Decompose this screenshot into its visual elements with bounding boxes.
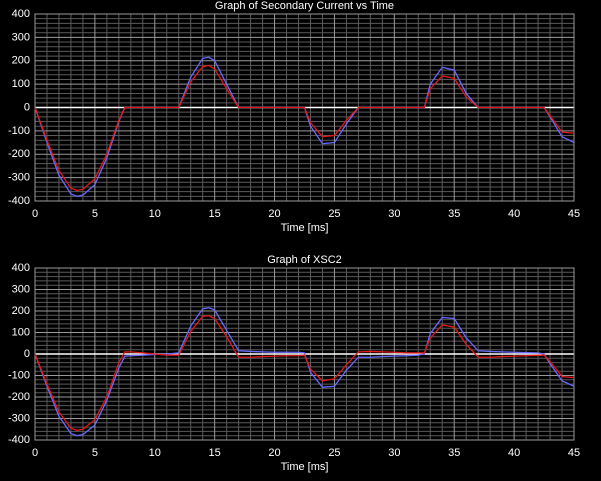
y-tick-label: -400: [8, 195, 30, 207]
x-tick-label: 5: [92, 208, 98, 220]
y-tick-label: 400: [12, 262, 30, 274]
x-tick-label: 15: [209, 208, 221, 220]
y-tick-label: -300: [8, 412, 30, 424]
x-tick-label: 10: [149, 208, 161, 220]
x-tick-label: 25: [328, 447, 340, 459]
x-tick-label: 5: [92, 447, 98, 459]
x-tick-label: 30: [388, 208, 400, 220]
y-tick-label: 200: [12, 305, 30, 317]
x-tick-label: 10: [149, 447, 161, 459]
x-tick-label: 15: [209, 447, 221, 459]
series-line: [34, 64, 575, 192]
x-tick-label: 40: [508, 208, 520, 220]
x-tick-label: 40: [508, 447, 520, 459]
y-tick-label: 300: [12, 283, 30, 295]
x-tick-label: 25: [328, 208, 340, 220]
y-tick-label: 100: [12, 78, 30, 90]
x-tick-label: 0: [32, 447, 38, 459]
y-tick-label: 100: [12, 326, 30, 338]
x-tick-label: 45: [568, 447, 580, 459]
x-tick-label: 35: [448, 447, 460, 459]
series-line: [34, 56, 575, 197]
chart-title: Graph of XSC2: [267, 254, 342, 266]
x-tick-label: 30: [388, 447, 400, 459]
y-tick-label: -100: [8, 125, 30, 137]
x-axis-label: Time [ms]: [281, 461, 329, 473]
x-tick-label: 35: [448, 208, 460, 220]
y-tick-label: 0: [24, 348, 30, 360]
chart-title: Graph of Secondary Current vs Time: [215, 0, 394, 12]
x-tick-label: 20: [268, 208, 280, 220]
y-tick-label: -200: [8, 391, 30, 403]
y-tick-label: 400: [12, 8, 30, 20]
x-tick-label: 20: [268, 447, 280, 459]
y-tick-label: -300: [8, 172, 30, 184]
series-line: [34, 307, 575, 437]
y-tick-label: -100: [8, 369, 30, 381]
y-tick-label: 0: [24, 101, 30, 113]
y-tick-label: 300: [12, 31, 30, 43]
x-axis-label: Time [ms]: [281, 222, 329, 234]
x-tick-label: 45: [568, 208, 580, 220]
y-tick-label: -200: [8, 148, 30, 160]
series-line: [34, 315, 575, 431]
y-tick-label: 200: [12, 55, 30, 67]
x-tick-label: 0: [32, 208, 38, 220]
y-tick-label: -400: [8, 434, 30, 446]
